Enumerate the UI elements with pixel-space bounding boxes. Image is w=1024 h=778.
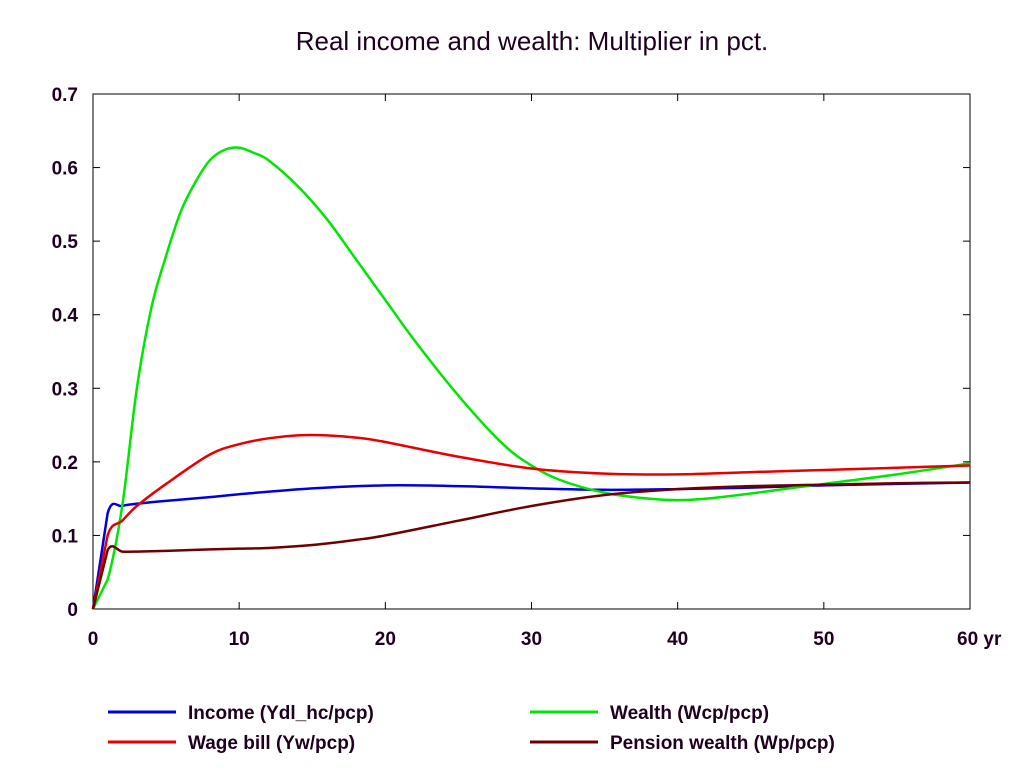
- y-tick-label: 0.1: [52, 526, 79, 547]
- series-line-4: [91, 481, 971, 610]
- series-line-1: [91, 481, 971, 610]
- y-tick-label: 0.7: [52, 85, 78, 106]
- x-tick-label: 30: [521, 629, 542, 650]
- legend: Income (Ydl_hc/pcp) Wealth (Wcp/pcp) Wage …: [108, 703, 835, 754]
- x-tick-label: 10: [229, 629, 250, 650]
- series-line-3: [91, 433, 971, 610]
- x-tick-label: 20: [375, 629, 396, 650]
- series-lines: [91, 146, 971, 610]
- legend-label: Wage bill (Yw/pcp): [188, 733, 355, 754]
- axes: 0 0.1 0.2 0.3 0.4 0.5 0.6 0.7 0 10 20 30 40 50 60 yr: [52, 85, 1002, 650]
- y-tick-label: 0.2: [52, 453, 78, 474]
- series-line-2: [91, 146, 971, 610]
- y-tick-label: 0.5: [52, 232, 79, 253]
- legend-label: Income (Ydl_hc/pcp): [188, 703, 374, 724]
- legend-label: Pension wealth (Wp/pcp): [610, 733, 835, 754]
- x-tick-label: 60 yr: [957, 629, 1002, 650]
- legend-label: Wealth (Wcp/pcp): [610, 703, 769, 724]
- x-tick-label: 50: [813, 629, 834, 650]
- y-tick-label: 0.6: [52, 159, 78, 180]
- plot-area-frame: [92, 93, 971, 610]
- chart-title: Real income and wealth: Multiplier in pc…: [296, 26, 769, 56]
- y-tick-label: 0: [67, 600, 78, 621]
- x-tick-label: 40: [667, 629, 688, 650]
- x-tick-label: 0: [88, 629, 99, 650]
- y-tick-label: 0.4: [52, 306, 79, 327]
- y-tick-label: 0.3: [52, 379, 78, 400]
